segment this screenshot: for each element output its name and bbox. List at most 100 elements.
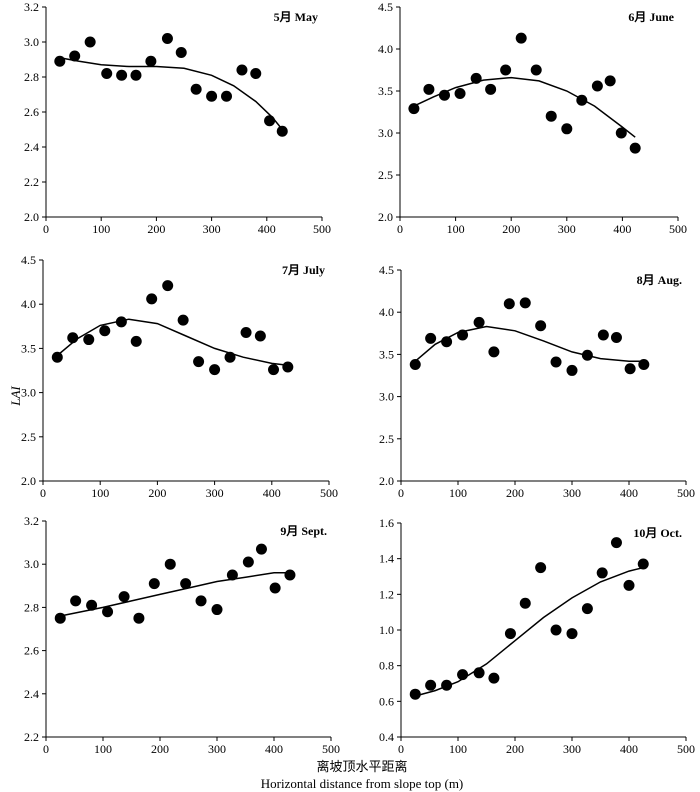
data-point [591,80,603,92]
data-point [638,359,650,371]
data-point [70,595,82,607]
data-point [118,591,130,603]
x-tick-label: 100 [94,742,112,756]
x-tick-label: 500 [677,486,695,500]
panel-title: 6月 June [628,10,674,24]
data-point [133,612,145,624]
data-point [101,68,113,79]
data-point [255,543,267,555]
data-point [284,569,296,581]
x-tick-label: 500 [320,486,338,500]
y-tick-label: 3.2 [24,0,39,14]
data-point [254,330,266,342]
x-axis-label-en: Horizontal distance from slope top (m) [261,776,464,791]
data-point [54,55,66,67]
data-point [130,69,142,81]
data-point [409,688,421,700]
x-tick-label: 0 [40,486,46,500]
data-point [441,679,453,691]
x-tick-label: 300 [563,742,581,756]
y-tick-label: 3.5 [378,84,393,98]
x-tick-label: 200 [506,486,524,500]
data-point [211,604,223,616]
data-point [438,89,450,101]
data-point [597,329,609,341]
chart-panel-5: 0 100 200 300 400 500 2.2 2.4 2.6 2.8 3.0 3.2 9月 Sep… [24,514,340,756]
data-point [581,603,593,615]
data-point [177,314,189,326]
x-tick-label: 200 [147,222,165,236]
x-tick-label: 300 [206,486,224,500]
x-tick-label: 400 [263,486,281,500]
y-tick-label: 3.0 [379,390,394,404]
y-tick-label: 3.0 [24,35,39,49]
data-point [470,72,482,84]
data-point [488,672,500,684]
y-tick-label: 0.6 [379,694,394,708]
data-point [454,88,466,100]
y-tick-label: 4.0 [379,305,394,319]
y-tick-label: 2.5 [379,432,394,446]
data-point [145,55,157,67]
y-tick-label: 1.4 [379,552,394,566]
data-point [425,332,437,344]
y-tick-label: 1.0 [379,623,394,637]
x-tick-label: 400 [620,486,638,500]
data-point [282,361,294,373]
data-point [457,329,469,341]
data-point [209,364,221,376]
y-tick-label: 3.5 [21,341,36,355]
y-tick-label: 1.2 [379,587,394,601]
data-point [99,325,111,337]
data-point [545,110,557,122]
data-point [221,90,233,102]
data-point [250,68,262,79]
x-tick-label: 400 [258,222,276,236]
data-point [115,316,127,328]
data-point [488,346,500,358]
y-tick-label: 4.0 [21,297,36,311]
data-point [116,69,128,81]
x-tick-label: 500 [322,742,340,756]
data-point [624,363,636,375]
x-tick-label: 300 [563,486,581,500]
data-point [515,32,527,44]
chart-panel-3: 0 100 200 300 400 500 2.0 2.5 3.0 3.5 4.0 4.5 7月 Jul… [21,253,338,500]
y-axis-label: LAI [8,386,23,407]
data-point [550,624,562,636]
data-point [535,562,547,574]
data-point [409,359,421,371]
y-tick-label: 4.5 [21,253,36,267]
data-point [162,280,174,292]
y-tick-label: 2.5 [21,430,36,444]
data-point [425,679,437,691]
data-point [530,64,542,76]
data-point [473,667,485,679]
x-tick-label: 200 [151,742,169,756]
data-point [550,356,562,368]
data-point [485,83,497,95]
y-tick-label: 2.6 [24,105,39,119]
y-tick-label: 1.6 [379,516,394,530]
data-point [130,335,142,347]
panel-title: 8月 Aug. [637,273,682,287]
y-tick-label: 2.4 [24,140,39,154]
x-tick-label: 0 [397,222,403,236]
data-point [441,336,453,348]
chart-panel-1: 0 100 200 300 400 500 2.0 2.2 2.4 2.6 2.8 3.0 3.2 5月 … [24,0,331,236]
data-point [473,316,485,328]
fit-curve [59,57,283,130]
data-point [269,582,281,594]
x-tick-label: 0 [43,222,49,236]
y-tick-label: 3.0 [378,126,393,140]
data-point [69,50,81,62]
data-point [83,334,95,346]
data-point [67,332,79,344]
panel-title: 10月 Oct. [633,526,682,540]
y-tick-label: 2.0 [379,474,394,488]
y-tick-label: 4.5 [378,0,393,14]
panels-group: 0 100 200 300 400 500 2.0 2.2 2.4 2.6 2.8 3.0 3.2 5月 … [21,0,695,756]
data-point [54,612,66,624]
y-tick-label: 4.5 [379,263,394,277]
